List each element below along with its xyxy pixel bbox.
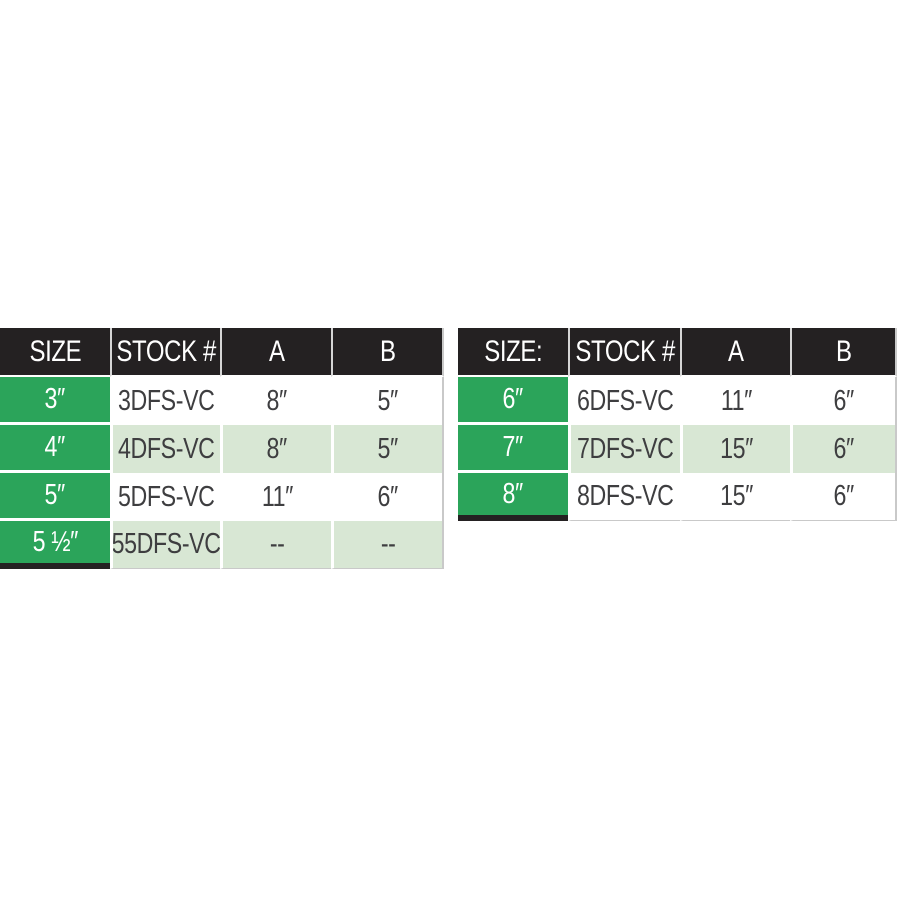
dim-a-value: 11″ — [720, 384, 753, 417]
dim-b-value: 5″ — [377, 432, 399, 465]
size-cell: 7″ — [458, 425, 568, 473]
header-cell-a: A — [680, 328, 790, 377]
size-cell: 4″ — [0, 425, 110, 473]
header-label: SIZE — [29, 334, 81, 368]
stock-cell: 4DFS-VC — [110, 425, 220, 473]
dim-b-value: 6″ — [377, 480, 399, 513]
size-value: 5 ½″ — [32, 525, 78, 558]
dim-b-value: 6″ — [833, 384, 855, 417]
stock-value: 4DFS-VC — [118, 432, 215, 465]
stock-cell: 7DFS-VC — [568, 425, 680, 473]
header-cell-size: SIZE: — [458, 328, 568, 377]
header-label: A — [728, 334, 744, 368]
dim-b-cell: 5″ — [331, 377, 444, 425]
size-value: 6″ — [502, 383, 524, 415]
stock-value: 6DFS-VC — [577, 384, 674, 417]
header-label: A — [268, 334, 285, 368]
stock-cell: 5DFS-VC — [110, 473, 220, 521]
stock-value: 3DFS-VC — [118, 384, 215, 417]
stock-cell: 8DFS-VC — [568, 473, 680, 521]
header-label: STOCK # — [116, 334, 216, 368]
dim-a-cell: 8″ — [220, 425, 331, 473]
header-cell-a: A — [220, 328, 331, 377]
size-spec-table-right: SIZE: STOCK # A B 6″ 6DFS-VC 11″ 6″ 7″ 7… — [458, 328, 897, 521]
dim-a-cell: 8″ — [220, 377, 331, 425]
dim-b-cell: 6″ — [790, 377, 897, 425]
size-cell: 8″ — [458, 473, 568, 521]
dim-b-cell: 6″ — [790, 425, 897, 473]
size-cell: 5 ½″ — [0, 521, 110, 569]
header-label: B — [835, 334, 852, 368]
dim-b-value: 5″ — [377, 384, 399, 417]
dim-b-value: -- — [380, 528, 396, 560]
dim-a-value: 15″ — [720, 432, 753, 465]
dim-a-value: 8″ — [266, 384, 288, 417]
header-label: STOCK # — [575, 334, 675, 368]
header-label: B — [379, 334, 396, 368]
dim-a-cell: 11″ — [220, 473, 331, 521]
size-value: 5″ — [44, 479, 66, 511]
stock-value: 55DFS-VC — [112, 528, 220, 560]
stock-cell: 55DFS-VC — [110, 521, 220, 569]
dim-b-cell: 6″ — [331, 473, 444, 521]
header-cell-stock: STOCK # — [568, 328, 680, 377]
header-cell-b: B — [790, 328, 897, 377]
size-cell: 3″ — [0, 377, 110, 425]
header-cell-size: SIZE — [0, 328, 110, 377]
size-cell: 6″ — [458, 377, 568, 425]
dim-b-value: 6″ — [833, 480, 855, 512]
stock-value: 8DFS-VC — [577, 480, 674, 512]
header-label: SIZE: — [483, 334, 542, 368]
size-cell: 5″ — [0, 473, 110, 521]
header-cell-stock: STOCK # — [110, 328, 220, 377]
size-value: 8″ — [502, 477, 524, 510]
size-value: 3″ — [44, 383, 66, 415]
header-cell-b: B — [331, 328, 444, 377]
dim-b-cell: 5″ — [331, 425, 444, 473]
stock-value: 7DFS-VC — [577, 432, 674, 465]
dim-a-value: 8″ — [266, 432, 288, 465]
dim-a-cell: 11″ — [680, 377, 790, 425]
size-value: 4″ — [44, 431, 66, 463]
stock-cell: 6DFS-VC — [568, 377, 680, 425]
dim-a-cell: 15″ — [680, 473, 790, 521]
size-spec-table-left: SIZE STOCK # A B 3″ 3DFS-VC 8″ 5″ 4″ 4DF… — [0, 328, 444, 569]
dim-b-cell: -- — [331, 521, 444, 569]
dim-a-value: -- — [269, 528, 285, 560]
dim-a-cell: -- — [220, 521, 331, 569]
dim-a-value: 15″ — [720, 480, 753, 512]
stock-value: 5DFS-VC — [118, 480, 215, 513]
dim-b-cell: 6″ — [790, 473, 897, 521]
stock-cell: 3DFS-VC — [110, 377, 220, 425]
dim-b-value: 6″ — [833, 432, 855, 465]
size-value: 7″ — [502, 431, 524, 463]
dim-a-cell: 15″ — [680, 425, 790, 473]
dim-a-value: 11″ — [261, 480, 293, 513]
